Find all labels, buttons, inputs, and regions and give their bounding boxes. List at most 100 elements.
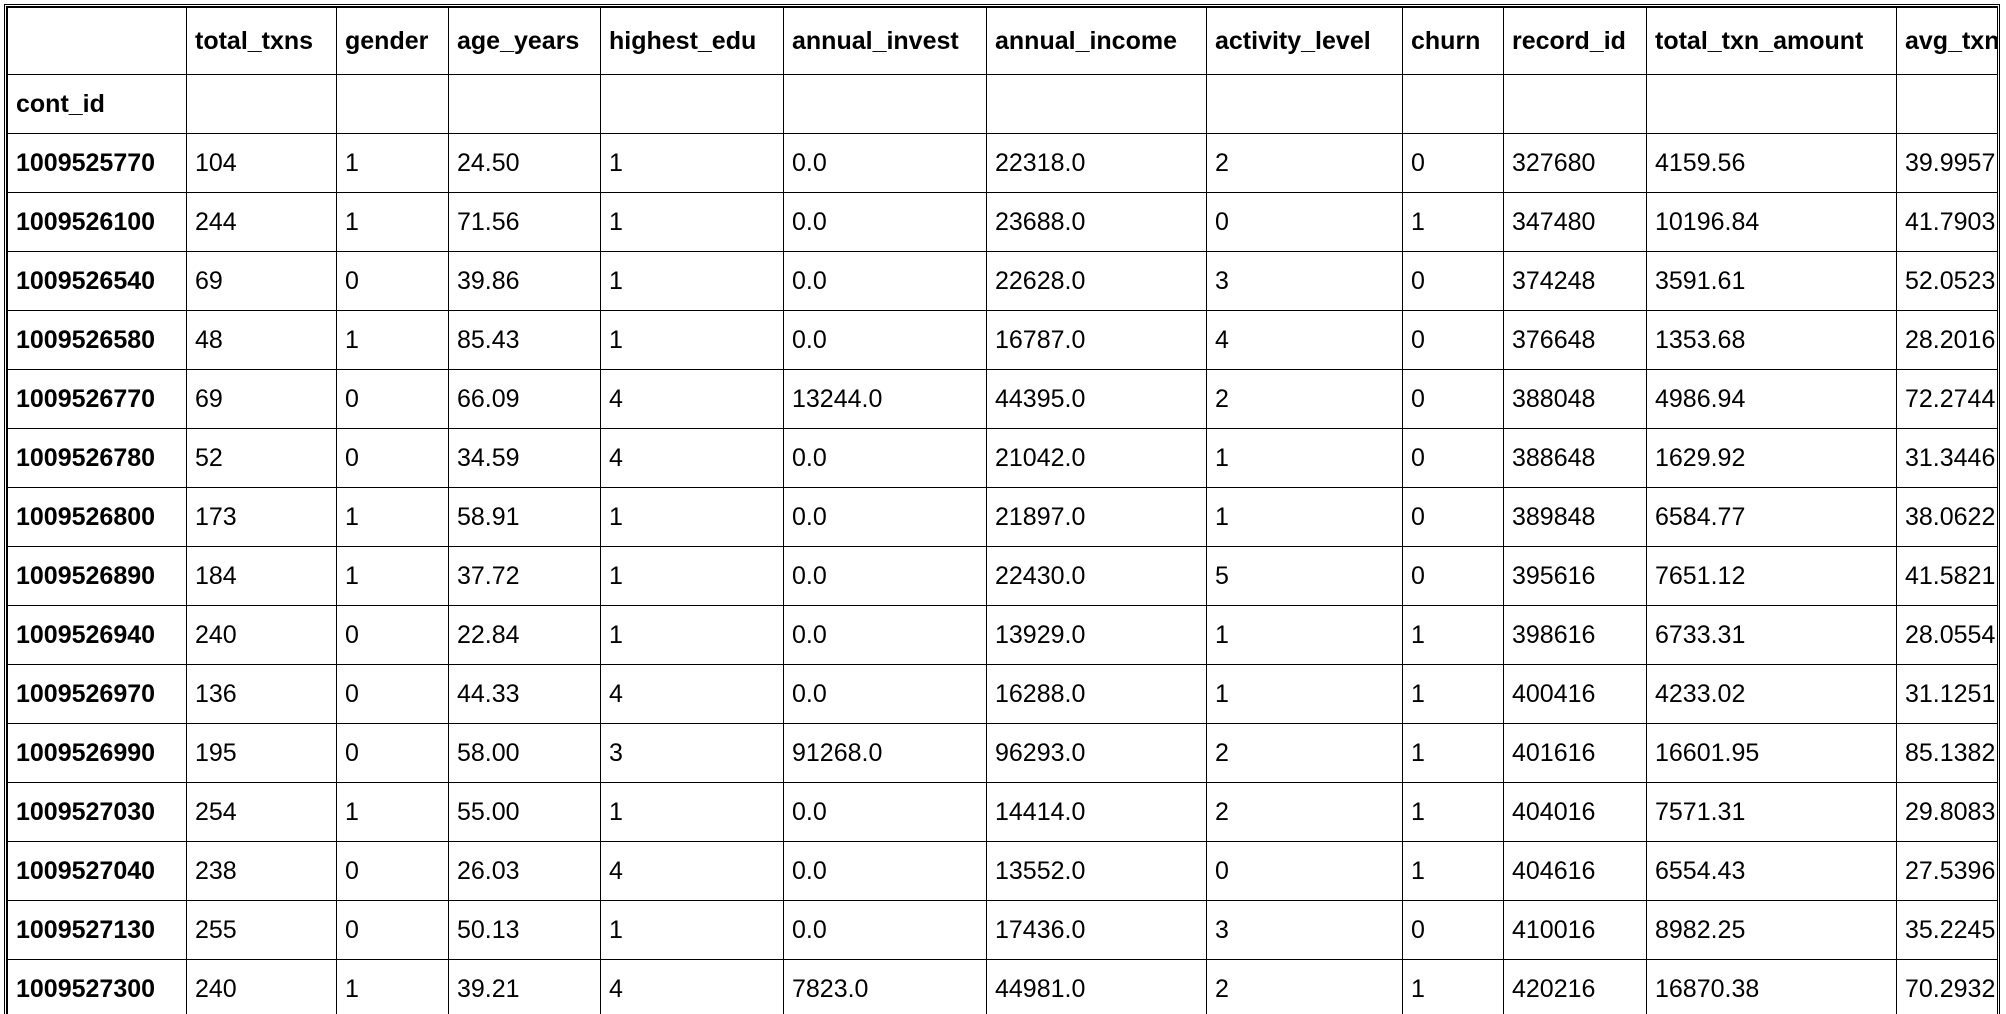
table-cell: 184 <box>187 547 337 606</box>
column-header: highest_edu <box>601 8 784 75</box>
table-cell: 1 <box>1207 606 1403 665</box>
column-header: avg_txn <box>1897 8 2001 75</box>
table-cell: 6584.77 <box>1647 488 1897 547</box>
index-row-blank-cell <box>1207 75 1403 134</box>
table-cell: 254 <box>187 783 337 842</box>
table-cell: 0 <box>1403 311 1504 370</box>
table-cell: 1 <box>601 606 784 665</box>
table-cell: 1 <box>601 252 784 311</box>
table-cell: 0 <box>1207 193 1403 252</box>
table-cell: 173 <box>187 488 337 547</box>
table-cell: 50.13 <box>449 901 601 960</box>
table-cell: 16288.0 <box>987 665 1207 724</box>
table-cell: 1 <box>601 901 784 960</box>
table-cell: 35.2245 <box>1897 901 2001 960</box>
table-cell: 31.1251 <box>1897 665 2001 724</box>
table-cell: 7571.31 <box>1647 783 1897 842</box>
table-cell: 24.50 <box>449 134 601 193</box>
table-cell: 21897.0 <box>987 488 1207 547</box>
table-cell: 0 <box>1403 370 1504 429</box>
table-cell: 55.00 <box>449 783 601 842</box>
table-cell: 1 <box>337 134 449 193</box>
table-cell: 0 <box>1403 547 1504 606</box>
table-cell: 4 <box>601 842 784 901</box>
row-index-cell: 1009526990 <box>8 724 187 783</box>
table-cell: 1 <box>337 547 449 606</box>
index-row-blank-cell <box>187 75 337 134</box>
table-cell: 22318.0 <box>987 134 1207 193</box>
table-cell: 0 <box>337 901 449 960</box>
table-cell: 39.86 <box>449 252 601 311</box>
table-cell: 28.0554 <box>1897 606 2001 665</box>
table-cell: 347480 <box>1504 193 1647 252</box>
table-cell: 404616 <box>1504 842 1647 901</box>
column-header: total_txns <box>187 8 337 75</box>
column-header: activity_level <box>1207 8 1403 75</box>
table-cell: 7651.12 <box>1647 547 1897 606</box>
row-index-cell: 1009527030 <box>8 783 187 842</box>
table-cell: 4 <box>601 665 784 724</box>
table-cell: 400416 <box>1504 665 1647 724</box>
table-cell: 41.7903 <box>1897 193 2001 252</box>
row-index-cell: 1009526780 <box>8 429 187 488</box>
index-name-row: cont_id <box>8 75 2001 134</box>
table-cell: 4 <box>601 370 784 429</box>
table-cell: 28.2016 <box>1897 311 2001 370</box>
row-index-cell: 1009525770 <box>8 134 187 193</box>
table-cell: 0.0 <box>784 193 987 252</box>
table-cell: 0 <box>1403 429 1504 488</box>
table-cell: 13244.0 <box>784 370 987 429</box>
column-header: annual_invest <box>784 8 987 75</box>
table-cell: 58.00 <box>449 724 601 783</box>
table-cell: 10196.84 <box>1647 193 1897 252</box>
table-cell: 22.84 <box>449 606 601 665</box>
table-cell: 0 <box>1403 134 1504 193</box>
table-cell: 1 <box>337 193 449 252</box>
index-row-blank-cell <box>987 75 1207 134</box>
table-cell: 0.0 <box>784 134 987 193</box>
table-cell: 1 <box>601 547 784 606</box>
table-cell: 398616 <box>1504 606 1647 665</box>
column-header: age_years <box>449 8 601 75</box>
table-cell: 1 <box>601 134 784 193</box>
table-cell: 1629.92 <box>1647 429 1897 488</box>
table-cell: 39.9957 <box>1897 134 2001 193</box>
table-cell: 0 <box>337 370 449 429</box>
table-cell: 23688.0 <box>987 193 1207 252</box>
table-cell: 388048 <box>1504 370 1647 429</box>
table-cell: 71.56 <box>449 193 601 252</box>
table-cell: 4 <box>1207 311 1403 370</box>
index-row-blank-cell <box>337 75 449 134</box>
table-cell: 48 <box>187 311 337 370</box>
table-cell: 85.43 <box>449 311 601 370</box>
table-cell: 0.0 <box>784 901 987 960</box>
index-row-blank-cell <box>1504 75 1647 134</box>
table-cell: 3 <box>1207 901 1403 960</box>
table-cell: 34.59 <box>449 429 601 488</box>
table-cell: 3 <box>1207 252 1403 311</box>
column-header: total_txn_amount <box>1647 8 1897 75</box>
table-cell: 58.91 <box>449 488 601 547</box>
table-cell: 52.0523 <box>1897 252 2001 311</box>
table-cell: 376648 <box>1504 311 1647 370</box>
column-header: gender <box>337 8 449 75</box>
table-cell: 0 <box>1403 488 1504 547</box>
row-index-cell: 1009526580 <box>8 311 187 370</box>
table-cell: 16601.95 <box>1647 724 1897 783</box>
table-cell: 37.72 <box>449 547 601 606</box>
table-cell: 0 <box>337 606 449 665</box>
table-cell: 4233.02 <box>1647 665 1897 724</box>
table-cell: 5 <box>1207 547 1403 606</box>
row-index-cell: 1009526800 <box>8 488 187 547</box>
index-row-blank-cell <box>1647 75 1897 134</box>
table-cell: 0.0 <box>784 842 987 901</box>
